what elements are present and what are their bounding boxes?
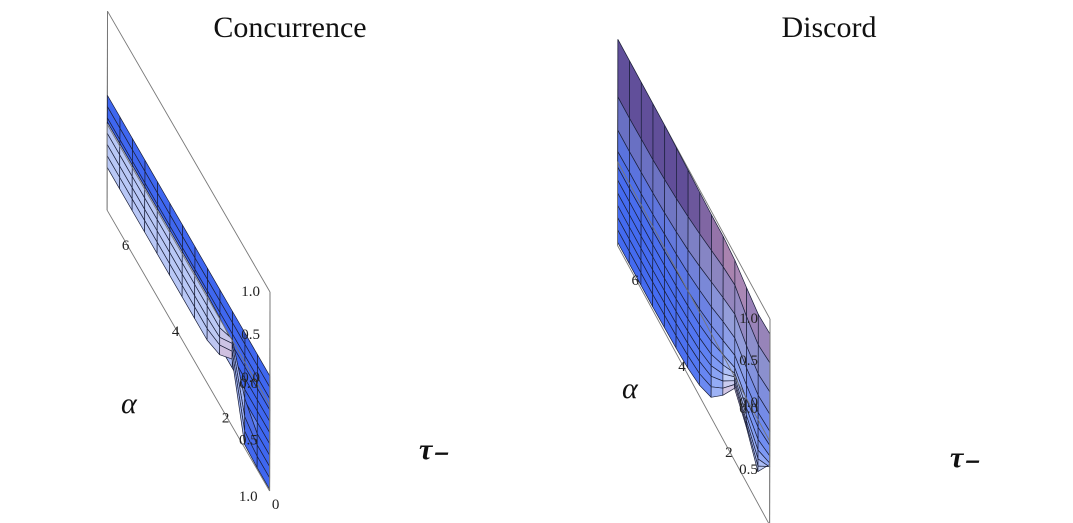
tau-tick-label: 6 xyxy=(631,273,639,289)
x-axis-label: τ₋ xyxy=(419,433,448,466)
tick-labels: 0.0 0.5 1.0 0.0 0.5 1.0 0 2 4 6 xyxy=(122,238,279,513)
box-edge xyxy=(617,245,770,523)
bounding-box-front xyxy=(106,123,271,492)
alpha-tick-label: 0.0 xyxy=(739,401,758,417)
box-edge xyxy=(617,161,771,442)
tau-tick-label: 4 xyxy=(172,324,180,340)
alpha-tick-label: 0.0 xyxy=(239,376,258,392)
z-tick-label: 1.0 xyxy=(739,311,758,327)
tau-tick-label: 2 xyxy=(725,445,733,461)
z-tick-label: 0.5 xyxy=(241,327,260,343)
y-axis-label: α xyxy=(622,372,639,405)
tau-tick-label: 2 xyxy=(222,411,230,427)
surface-facet xyxy=(710,386,724,398)
box-edge xyxy=(106,209,271,492)
alpha-tick-label: 0.5 xyxy=(239,433,258,449)
y-axis-label: α xyxy=(121,387,138,420)
z-tick-label: 0.0 xyxy=(241,370,260,386)
tau-tick-label: 6 xyxy=(122,238,130,254)
box-edge xyxy=(106,123,271,406)
surface xyxy=(617,39,771,472)
box-edge xyxy=(107,10,271,293)
tau-tick-label: 0 xyxy=(272,497,280,513)
z-tick-label: 0.5 xyxy=(739,353,758,369)
alpha-tick-label: 1.0 xyxy=(239,489,258,505)
tau-tick-label: 4 xyxy=(678,359,686,375)
chart-title: Discord xyxy=(782,11,877,44)
bounding-box-front xyxy=(617,161,771,523)
z-tick-label: 0.0 xyxy=(739,395,758,411)
chart-title: Concurrence xyxy=(213,11,366,44)
z-tick-label: 1.0 xyxy=(241,284,260,300)
x-axis-label: τ₋ xyxy=(950,441,979,474)
concurrence-plot: Concurrence 0.0 0.5 1.0 0.0 0.5 1.0 0 2 4 6 α τ₋ xyxy=(106,10,448,513)
alpha-tick-label: 0.5 xyxy=(739,462,758,478)
surface xyxy=(106,95,271,490)
